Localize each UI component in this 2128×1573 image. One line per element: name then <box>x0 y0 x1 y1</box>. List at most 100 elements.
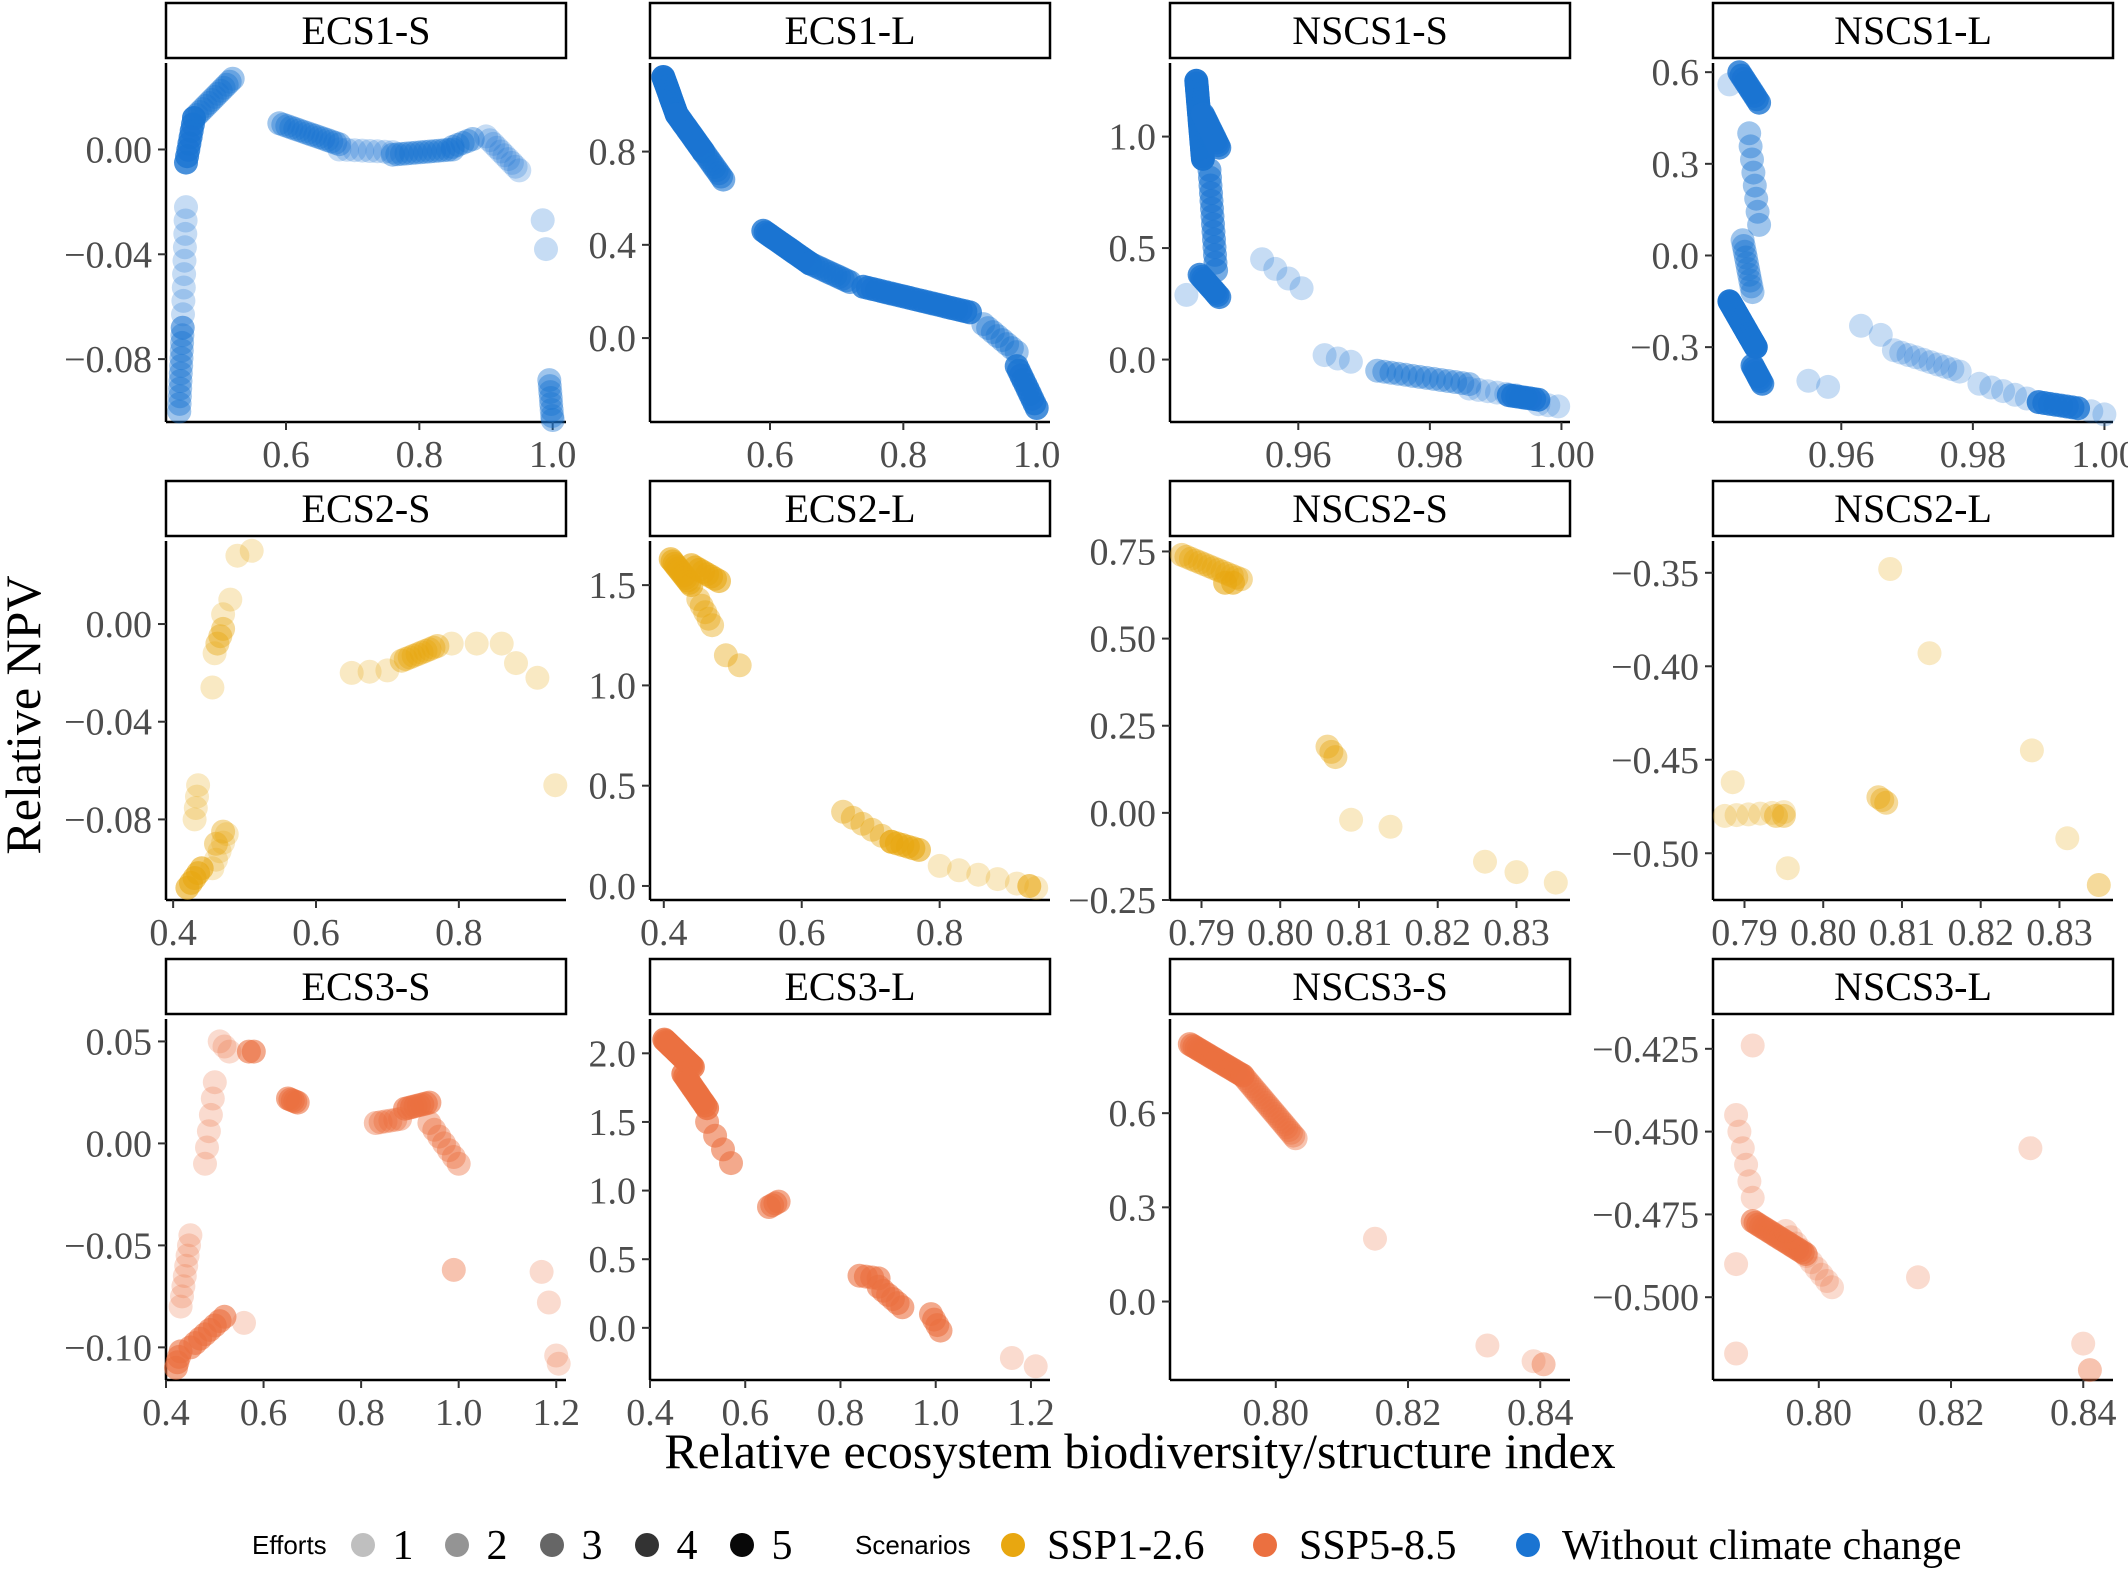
y-tick-label: 1.0 <box>1109 117 1157 159</box>
data-point <box>1443 370 1468 394</box>
data-point <box>999 336 1024 361</box>
data-point <box>1450 371 1475 396</box>
data-point <box>193 1151 217 1176</box>
data-point <box>175 1243 200 1268</box>
data-point <box>1747 90 1772 115</box>
panel-nscs1-s: NSCS1-S 0.0 0.5 1.0 0.96 0.98 1.00 <box>1109 1 1595 476</box>
panel-strip <box>1711 957 2115 1016</box>
data-point <box>1778 1225 1803 1250</box>
data-point <box>211 830 236 855</box>
data-point <box>1283 1126 1308 1151</box>
y-tick-label: −0.08 <box>64 799 152 841</box>
data-point <box>171 1274 196 1299</box>
x-tick-label: 0.81 <box>1869 912 1936 954</box>
data-point <box>283 116 308 141</box>
y-tick-label: 0.05 <box>86 1021 153 1063</box>
data-point <box>172 248 197 273</box>
x-tick-label: 0.4 <box>142 1392 190 1434</box>
data-point <box>1543 870 1568 895</box>
x-tick-label: 0.98 <box>1940 434 2007 476</box>
data-point <box>1230 1063 1255 1088</box>
data-point <box>413 638 438 663</box>
data-point <box>1262 1101 1287 1126</box>
legend-effort-label: 4 <box>677 1523 698 1569</box>
data-point <box>976 316 1001 341</box>
data-point <box>172 235 197 260</box>
legend-scenario-label: Without climate change <box>1562 1523 1962 1569</box>
panel-ecs1-l: ECS1-L 0.0 0.4 0.8 0.6 0.8 1.0 <box>589 1 1060 476</box>
y-tick-label: 1.5 <box>589 565 637 607</box>
data-point <box>1816 374 1841 399</box>
data-point <box>1315 734 1340 759</box>
data-point <box>1799 1250 1824 1275</box>
panel-strip <box>1168 479 1572 538</box>
data-point <box>707 569 731 594</box>
data-point <box>182 106 206 130</box>
y-tick-label: 0.00 <box>1090 793 1157 835</box>
data-point <box>399 141 424 166</box>
data-point <box>538 380 563 405</box>
data-point <box>727 653 752 678</box>
data-point <box>1911 347 1936 372</box>
data-point <box>393 647 418 671</box>
legend-scenario-label: SSP5-8.5 <box>1299 1523 1457 1569</box>
data-point <box>1546 394 1571 419</box>
data-point <box>1023 1354 1048 1379</box>
data-point <box>1400 363 1425 388</box>
data-point <box>205 631 230 656</box>
data-point <box>1849 313 1873 338</box>
data-point <box>1174 282 1199 307</box>
panel-title: ECS2-S <box>302 486 431 531</box>
panel-nscs2-s: NSCS2-S 0.75 0.50 0.25 0.00 −0.25 0.79 0.80 0.81… <box>1068 479 1572 954</box>
data-point <box>170 315 195 340</box>
data-point <box>1338 349 1363 374</box>
panel-title: NSCS2-L <box>1834 486 1992 531</box>
data-point <box>389 648 414 673</box>
data-point <box>408 140 433 165</box>
data-point <box>441 1257 466 1282</box>
data-point <box>1365 358 1390 383</box>
data-point <box>380 140 405 165</box>
data-point <box>1233 1066 1257 1091</box>
data-point <box>327 137 352 162</box>
data-point <box>204 831 228 856</box>
data-point <box>1267 1107 1292 1132</box>
data-point <box>485 135 510 160</box>
x-tick-label: 0.83 <box>2026 912 2093 954</box>
data-point <box>1784 1231 1808 1256</box>
data-point <box>689 593 714 618</box>
data-point <box>1748 801 1773 826</box>
data-point <box>1407 364 1432 389</box>
x-tick-label: 0.6 <box>262 434 310 476</box>
data-point <box>196 1119 221 1144</box>
data-point <box>1733 245 1758 270</box>
y-tick-label: −0.10 <box>64 1327 152 1369</box>
data-point <box>189 856 214 881</box>
data-point <box>1771 800 1796 825</box>
data-point <box>214 822 239 847</box>
data-point <box>1796 368 1821 393</box>
data-point <box>397 645 422 670</box>
data-point <box>985 867 1010 892</box>
data-point <box>1192 552 1217 577</box>
legend-effort-swatch <box>730 1533 754 1557</box>
data-point <box>401 643 426 668</box>
data-point <box>185 784 209 809</box>
data-point <box>342 138 367 163</box>
panel-nscs2-l: NSCS2-L −0.35 −0.40 −0.45 −0.50 0.79 0.80 0.81 0… <box>1611 479 2115 954</box>
data-point <box>195 1135 219 1160</box>
data-point <box>1870 788 1895 812</box>
data-point <box>1531 1352 1556 1377</box>
panel-nscs1-l: NSCS1-L 0.6 0.3 0.0 −0.3 0.96 0.98 1.00 <box>1630 1 2128 476</box>
data-point <box>1325 346 1350 371</box>
x-tick-label: 1.00 <box>2071 434 2128 476</box>
legend-scenario-label: SSP1-2.6 <box>1047 1523 1205 1569</box>
data-point <box>335 137 359 162</box>
data-point <box>1896 343 1921 367</box>
data-point <box>1744 186 1769 211</box>
x-tick-label: 0.6 <box>721 1392 769 1434</box>
panel-strip <box>1711 1 2115 60</box>
data-point <box>1183 548 1208 573</box>
data-point <box>375 658 400 683</box>
data-point <box>1947 359 1972 384</box>
